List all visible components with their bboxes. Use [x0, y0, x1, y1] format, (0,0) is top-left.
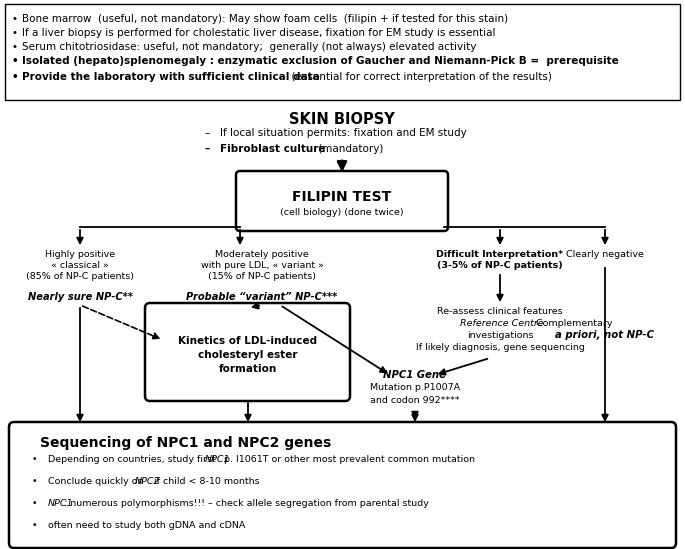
Text: •: •: [12, 72, 18, 82]
Text: If likely diagnosis, gene sequencing: If likely diagnosis, gene sequencing: [416, 343, 584, 352]
Text: often need to study both gDNA and cDNA: often need to study both gDNA and cDNA: [48, 521, 245, 530]
Text: NPC1: NPC1: [205, 455, 230, 464]
Text: Reference Centre: Reference Centre: [460, 319, 544, 328]
Text: Nearly sure NP-C**: Nearly sure NP-C**: [27, 292, 132, 302]
Text: Difficult Interpretation*
(3-5% of NP-C patients): Difficult Interpretation* (3-5% of NP-C …: [436, 250, 564, 270]
Text: FILIPIN TEST: FILIPIN TEST: [292, 190, 392, 204]
FancyBboxPatch shape: [145, 303, 350, 401]
Text: Fibroblast culture: Fibroblast culture: [220, 144, 325, 154]
Text: Isolated (hepato)splenomegaly : enzymatic exclusion of Gaucher and Niemann-Pick : Isolated (hepato)splenomegaly : enzymati…: [22, 56, 619, 66]
Text: Probable “variant” NP-C***: Probable “variant” NP-C***: [186, 292, 338, 302]
Text: Depending on countries, study first: Depending on countries, study first: [48, 455, 219, 464]
Text: NPC2: NPC2: [135, 477, 160, 486]
Text: •: •: [12, 42, 18, 52]
Text: Sequencing of NPC1 and NPC2 genes: Sequencing of NPC1 and NPC2 genes: [40, 436, 332, 450]
Text: (cell biology) (done twice): (cell biology) (done twice): [280, 208, 404, 217]
Text: (mandatory): (mandatory): [315, 144, 384, 154]
Text: SKIN BIOPSY: SKIN BIOPSY: [289, 112, 395, 127]
Text: Provide the laboratory with sufficient clinical data: Provide the laboratory with sufficient c…: [22, 72, 320, 82]
Text: Conclude quickly on: Conclude quickly on: [48, 477, 147, 486]
Text: p. I1061T or other most prevalent common mutation: p. I1061T or other most prevalent common…: [221, 455, 475, 464]
FancyBboxPatch shape: [5, 4, 680, 100]
FancyBboxPatch shape: [236, 171, 448, 231]
Text: (essential for correct interpretation of the results): (essential for correct interpretation of…: [284, 72, 551, 82]
Text: investigations: investigations: [466, 331, 533, 340]
Text: –: –: [205, 144, 210, 154]
Text: •: •: [12, 28, 18, 38]
FancyBboxPatch shape: [9, 422, 676, 548]
Text: –: –: [205, 128, 210, 138]
Text: •: •: [32, 499, 38, 508]
Text: Clearly negative: Clearly negative: [566, 250, 644, 259]
Text: Serum chitotriosidase: useful, not mandatory;  generally (not always) elevated a: Serum chitotriosidase: useful, not manda…: [22, 42, 476, 52]
Text: If a liver biopsy is performed for cholestatic liver disease, fixation for EM st: If a liver biopsy is performed for chole…: [22, 28, 495, 38]
Text: Re-assess clinical features: Re-assess clinical features: [437, 307, 563, 316]
Text: Moderately positive
with pure LDL, « variant »
(15% of NP-C patients): Moderately positive with pure LDL, « var…: [201, 250, 323, 281]
Text: a priori, not NP-C: a priori, not NP-C: [556, 330, 654, 340]
Text: : numerous polymorphisms!!! – check allele segregation from parental study: : numerous polymorphisms!!! – check alle…: [64, 499, 429, 508]
Text: •: •: [32, 455, 38, 464]
Text: Highly positive
« classical »
(85% of NP-C patients): Highly positive « classical » (85% of NP…: [26, 250, 134, 281]
Text: •: •: [12, 56, 18, 66]
Text: Complementary: Complementary: [533, 319, 612, 328]
Text: and codon 992****: and codon 992****: [370, 396, 460, 405]
Text: NPC1: NPC1: [48, 499, 73, 508]
Text: Bone marrow  (useful, not mandatory): May show foam cells  (filipin + if tested : Bone marrow (useful, not mandatory): May…: [22, 14, 508, 24]
Text: NPC1 Gene: NPC1 Gene: [384, 370, 447, 380]
Text: Mutation p.P1007A: Mutation p.P1007A: [370, 383, 460, 392]
Text: •: •: [12, 14, 18, 24]
Text: •: •: [32, 477, 38, 486]
Text: Kinetics of LDL-induced
cholesteryl ester
formation: Kinetics of LDL-induced cholesteryl este…: [178, 336, 318, 374]
Text: if child < 8-10 months: if child < 8-10 months: [151, 477, 260, 486]
Text: •: •: [32, 521, 38, 530]
Text: If local situation permits: fixation and EM study: If local situation permits: fixation and…: [220, 128, 466, 138]
